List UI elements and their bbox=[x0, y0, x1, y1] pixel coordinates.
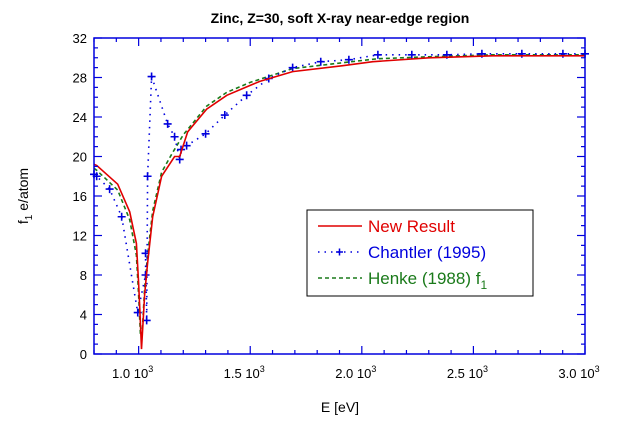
chantler-data-point bbox=[117, 212, 126, 221]
y-tick-label: 8 bbox=[80, 268, 87, 283]
y-tick-label: 32 bbox=[73, 31, 87, 46]
y-tick-label: 0 bbox=[80, 347, 87, 362]
plot-frame bbox=[93, 37, 586, 355]
x-axis-label: E [eV] bbox=[321, 399, 359, 415]
x-tick-label: 2.5 103 bbox=[447, 364, 488, 381]
chantler-data-point bbox=[407, 50, 416, 59]
chantler-data-point bbox=[147, 72, 156, 81]
y-tick-label: 12 bbox=[73, 229, 87, 244]
legend-label-henke: Henke (1988) f1 bbox=[368, 269, 487, 292]
chantler-data-point bbox=[201, 129, 210, 138]
series-line-henke bbox=[93, 54, 585, 339]
y-tick-label: 20 bbox=[73, 150, 87, 165]
chantler-data-point bbox=[105, 185, 114, 194]
chantler-data-point bbox=[316, 57, 325, 66]
chantler-data-point bbox=[220, 111, 229, 120]
chantler-data-point bbox=[373, 50, 382, 59]
legend: New Result Chantler (1995) Henke (1988) … bbox=[306, 209, 534, 297]
chantler-data-point bbox=[288, 63, 297, 72]
chantler-data-point bbox=[170, 132, 179, 141]
x-tick-label: 1.5 103 bbox=[224, 364, 265, 381]
y-axis-label: f1 e/atom bbox=[15, 168, 35, 224]
chantler-data-point bbox=[344, 55, 353, 64]
legend-label-chantler: Chantler (1995) bbox=[368, 243, 486, 262]
legend-plus-marker bbox=[336, 248, 343, 256]
chantler-data-point bbox=[163, 119, 172, 128]
chart-title: Zinc, Z=30, soft X-ray near-edge region bbox=[211, 10, 470, 26]
x-tick-label: 1.0 103 bbox=[112, 364, 153, 381]
x-tick-label: 2.0 103 bbox=[335, 364, 376, 381]
y-tick-label: 4 bbox=[80, 308, 87, 323]
chantler-data-point bbox=[242, 91, 251, 100]
series-line-new bbox=[93, 55, 585, 350]
y-tick-label: 24 bbox=[73, 110, 87, 125]
y-tick-label: 28 bbox=[73, 71, 87, 86]
legend-label-new-result: New Result bbox=[368, 217, 455, 236]
x-tick-label: 3.0 103 bbox=[558, 364, 599, 381]
chantler-data-point bbox=[143, 172, 152, 181]
legend-box bbox=[306, 209, 534, 297]
chantler-data-point bbox=[142, 316, 151, 325]
y-tick-label: 16 bbox=[73, 189, 87, 204]
